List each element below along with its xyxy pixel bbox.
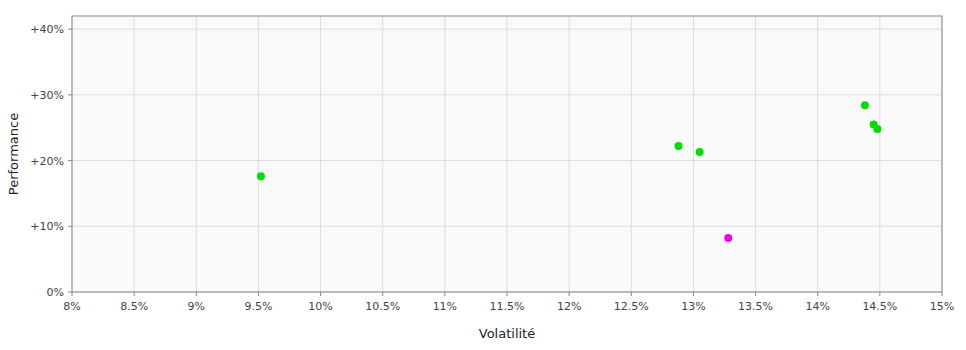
x-tick bbox=[196, 292, 197, 296]
x-grid-line bbox=[879, 16, 880, 292]
x-tick-label: 14% bbox=[805, 300, 829, 313]
x-tick-label: 14.5% bbox=[862, 300, 897, 313]
x-tick bbox=[258, 292, 259, 296]
grid bbox=[72, 16, 942, 292]
x-tick bbox=[879, 292, 880, 296]
x-tick-label: 13% bbox=[681, 300, 705, 313]
x-grid-line bbox=[258, 16, 259, 292]
scatter-point bbox=[873, 125, 881, 133]
scatter-point bbox=[257, 172, 265, 180]
x-tick-label: 11% bbox=[433, 300, 457, 313]
tick-labels: 8% 8.5% 9% 9.5% 10% 10.5% 11% 11.5% 12% 12.5% 13% 1… bbox=[30, 23, 954, 313]
x-grid-line bbox=[817, 16, 818, 292]
x-tick-label: 8% bbox=[63, 300, 80, 313]
y-tick bbox=[68, 226, 72, 227]
x-tick bbox=[755, 292, 756, 296]
x-tick bbox=[507, 292, 508, 296]
x-grid-line bbox=[693, 16, 694, 292]
y-tick-label: +10% bbox=[30, 220, 64, 233]
scatter-point bbox=[696, 148, 704, 156]
y-grid-line bbox=[72, 94, 942, 95]
y-grid-line bbox=[72, 29, 942, 30]
y-tick bbox=[68, 29, 72, 30]
x-grid-line bbox=[755, 16, 756, 292]
y-axis-label: Performance bbox=[6, 113, 21, 195]
x-grid-line bbox=[507, 16, 508, 292]
y-tick-label: +20% bbox=[30, 155, 64, 168]
x-tick bbox=[942, 292, 943, 296]
scatter-point bbox=[675, 142, 683, 150]
chart-svg: 8% 8.5% 9% 9.5% 10% 10.5% 11% 11.5% 12% 12.5% 13% 1… bbox=[0, 0, 966, 350]
x-tick-label: 12.5% bbox=[614, 300, 649, 313]
y-tick-label: +30% bbox=[30, 89, 64, 102]
y-tick bbox=[68, 94, 72, 95]
x-tick bbox=[444, 292, 445, 296]
plot-frame bbox=[72, 16, 942, 292]
x-grid-line bbox=[134, 16, 135, 292]
x-tick bbox=[134, 292, 135, 296]
scatter-point bbox=[861, 101, 869, 109]
x-tick-label: 9% bbox=[188, 300, 205, 313]
x-tick-label: 15% bbox=[930, 300, 954, 313]
x-tick-label: 13.5% bbox=[738, 300, 773, 313]
x-grid-line bbox=[320, 16, 321, 292]
y-tick bbox=[68, 292, 72, 293]
points bbox=[257, 101, 881, 242]
x-tick-label: 11.5% bbox=[490, 300, 525, 313]
x-tick-label: 10.5% bbox=[365, 300, 400, 313]
x-tick bbox=[382, 292, 383, 296]
y-grid-line bbox=[72, 160, 942, 161]
x-grid-line bbox=[196, 16, 197, 292]
x-tick bbox=[72, 292, 73, 296]
x-tick-label: 8.5% bbox=[120, 300, 148, 313]
x-grid-line bbox=[569, 16, 570, 292]
x-tick bbox=[693, 292, 694, 296]
y-tick-label: 0% bbox=[47, 286, 64, 299]
x-tick bbox=[817, 292, 818, 296]
x-axis-label: Volatilité bbox=[479, 326, 535, 341]
x-tick bbox=[320, 292, 321, 296]
scatter-point bbox=[724, 234, 732, 242]
plot-background bbox=[72, 16, 942, 292]
x-grid-line bbox=[444, 16, 445, 292]
x-tick bbox=[569, 292, 570, 296]
x-grid-line bbox=[631, 16, 632, 292]
x-tick-label: 10% bbox=[308, 300, 332, 313]
y-tick-label: +40% bbox=[30, 23, 64, 36]
x-grid-line bbox=[382, 16, 383, 292]
x-tick-label: 9.5% bbox=[244, 300, 272, 313]
y-tick bbox=[68, 160, 72, 161]
x-tick-label: 12% bbox=[557, 300, 581, 313]
x-tick bbox=[631, 292, 632, 296]
y-grid-line bbox=[72, 226, 942, 227]
chart-container: 8% 8.5% 9% 9.5% 10% 10.5% 11% 11.5% 12% 12.5% 13% 1… bbox=[0, 0, 966, 350]
